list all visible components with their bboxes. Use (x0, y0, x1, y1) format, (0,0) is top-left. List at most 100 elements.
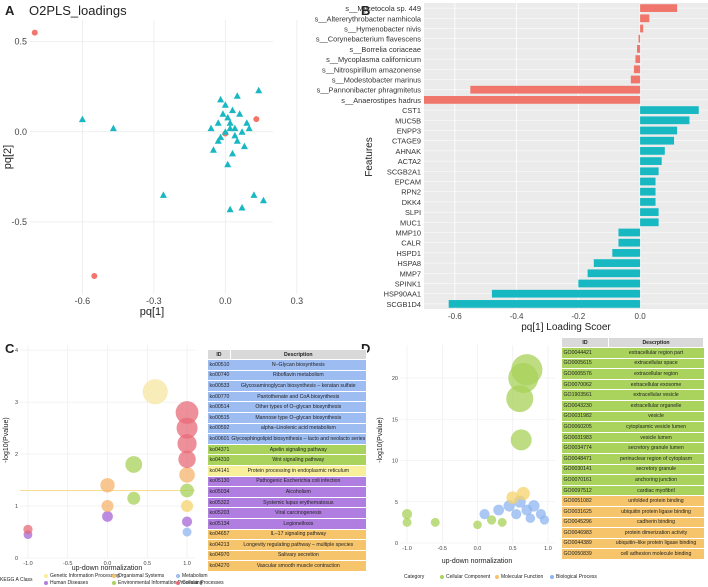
panel-b-bar (635, 55, 641, 63)
panel-a-xlabel: pq[1] (140, 306, 164, 318)
panel-d-table-id: GO0070161 (561, 474, 609, 486)
panel-a-x-tick-label: 0.3 (291, 296, 304, 306)
panel-c-table-row: ko05034 Alcoholism (207, 486, 367, 498)
pd-bubble (511, 509, 522, 520)
panel-a-triangle-point (207, 124, 215, 132)
panel-a-triangle-point (245, 124, 253, 132)
panel-a-triangle-point (233, 137, 241, 144)
pc-bubble (180, 483, 194, 498)
panel-b-category-label: MMP10 (396, 229, 421, 238)
panel-c-table-description: Salivary secretion (230, 549, 367, 561)
pc-bubble (177, 434, 197, 454)
panel-d-table-id: GO1903561 (561, 389, 609, 401)
panel-a-y-tick-label: 0.0 (14, 127, 27, 137)
panel-c-xlabel: up-down normalization (72, 565, 143, 572)
panel-a-title: O2PLS_loadings (29, 3, 127, 18)
panel-a-x-tick-label: 0.0 (219, 296, 232, 306)
pc-bubble (178, 450, 196, 468)
panel-a-triangle-point (231, 124, 239, 132)
panel-b-category-label: s__Mycetocola sp. 449 (345, 4, 421, 13)
panel-b-category-label: s__Altererythrobacter namhicola (315, 14, 422, 23)
pc-bubble (125, 456, 143, 473)
panel-c-table-row: ko00592 alpha–Linolenic acid metabolism (207, 422, 367, 434)
pd-bubble (402, 517, 412, 527)
panel-d-table-id: GO0051082 (561, 495, 609, 507)
panel-b-bar (633, 65, 641, 74)
panel-d-table-row: GO0044421 extracellular region part (561, 347, 704, 359)
panel-a-axes: -0.6 -0.3 0.0 0.3 0.5 0.0 -0.5 (11, 37, 303, 306)
panel-d-legend-swatch (495, 574, 499, 579)
panel-b-category-label: HSPD1 (396, 249, 421, 258)
panel-c-table-id: ko00533 (207, 380, 231, 392)
panel-d-table-description: anchoring junction (608, 474, 704, 486)
panel-b-bar (593, 259, 641, 267)
panel-a-triangle-point (229, 106, 236, 114)
panel-c-table-id: ko00592 (207, 422, 231, 434)
panel-d-table-id: GO0070062 (561, 378, 609, 390)
panel-b-category-label: SPINK1 (395, 280, 421, 289)
panel-c-table: ID Description ko00510 N–Glycan biosynthe… (207, 349, 367, 571)
panel-b-bar (640, 218, 659, 227)
panel-c-table-row: ko04970 Salivary secretion (207, 549, 367, 561)
panel-d-table-row: GO0070161 anchoring junction (561, 474, 704, 486)
pc-x-tick-label: 0.5 (143, 561, 151, 567)
panel-b-bar (587, 269, 641, 278)
panel-d-table-row: GO0050839 cell adhesion molecule binding (561, 548, 704, 559)
pc-y-tick-label: 0 (15, 556, 18, 562)
panel-c-table-description: Wnt signaling pathway (230, 454, 367, 466)
panel-d-table-row: GO0031983 vesicle lumen (561, 431, 704, 443)
pd-bubble (528, 500, 540, 512)
panel-a-triangle-point (231, 131, 239, 139)
panel-b-bar (612, 249, 641, 257)
pd-bubble (497, 517, 507, 527)
panel-a-x-tick-label: -0.3 (146, 296, 162, 306)
panel-b-bar (640, 208, 659, 216)
pd-bubble (493, 504, 505, 516)
panel-c-table-id: ko04970 (207, 549, 231, 561)
panel-a-circle-point (253, 116, 260, 123)
panel-d-legend-swatch (440, 574, 444, 579)
panel-d-table-row: GO1903561 extracellular vesicle (561, 389, 704, 401)
panel-a-y-tick-label: -0.5 (11, 217, 27, 227)
panel-c-ylabel: -log10(Pvalue) (3, 417, 10, 463)
pc-x-tick-label: -1.0 (23, 561, 32, 567)
panel-a-triangle-point (109, 124, 117, 132)
pd-bubble (479, 509, 490, 520)
panel-d-points (401, 354, 550, 530)
panel-a-triangle-point (226, 205, 234, 213)
panel-d-table-row: GO0005615 extracellular space (561, 357, 704, 369)
panel-d-table-row: GO0031982 vesicle (561, 410, 704, 422)
panel-d-legend-item: Biological Process (550, 574, 597, 580)
panel-c-table-description: Pathogenic Escherichia coli infection (230, 475, 367, 487)
panel-d-table-row: GO0097512 cardiac myofibril (561, 484, 704, 496)
panel-b-bar (638, 34, 641, 43)
panel-d-table-description: unfolded protein binding (608, 495, 704, 507)
panel-d-legend-swatch (550, 574, 554, 579)
panel-d-table-description: extracellular region (608, 368, 704, 380)
panel-c-table-id: ko04310 (207, 454, 231, 466)
panel-b-category-label: RPN2 (401, 188, 421, 197)
panel-b-category-label: CTAGE9 (392, 137, 421, 146)
panel-b-category-label: s__Mycoplasma californicum (326, 55, 421, 64)
panel-d-legend-label: Biological Process (556, 574, 597, 580)
panel-b-xlabel: pq[1] Loading Scoer (521, 322, 611, 333)
panel-d-table-row: GO0031625 ubiquitin protein ligase bindin… (561, 505, 704, 517)
pc-bubble (176, 417, 198, 439)
panel-label-b: B (361, 3, 371, 18)
pd-y-tick-label: 10 (392, 459, 398, 465)
panel-d-table-description: extracellular region part (608, 347, 704, 359)
panel-c-points (23, 379, 199, 539)
panel-b-category-label: CST1 (402, 106, 421, 115)
panel-b-category-label: CALR (401, 239, 421, 248)
panel-c-table-row: ko00601 Glycosphingolipid biosynthesis – … (207, 433, 367, 445)
panel-a-triangle-point (217, 95, 225, 103)
panel-c-table-id: ko00510 (207, 359, 231, 371)
panel-a-triangle-point (214, 137, 222, 144)
panel-c-table-id: ko05203 (207, 507, 231, 519)
panel-c-table-row: ko00533 Glycosaminoglycan biosynthesis – … (207, 380, 367, 392)
panel-d-table-id: GO0060205 (561, 421, 609, 433)
panel-a-triangle-point (255, 86, 263, 94)
pc-bubble (181, 500, 194, 513)
panel-c-table-id: ko04657 (207, 528, 231, 540)
panel-d-table-description: cadherin binding (608, 516, 704, 528)
